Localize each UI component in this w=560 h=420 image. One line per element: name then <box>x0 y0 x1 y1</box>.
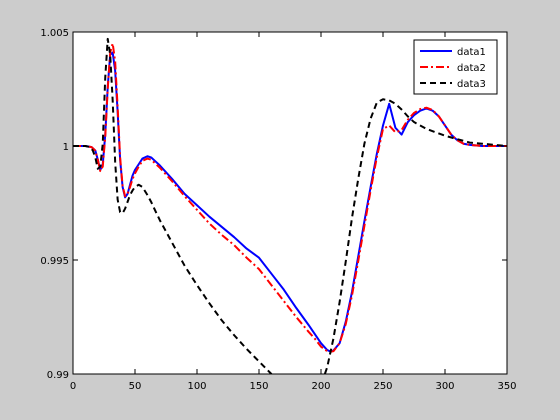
series-layer <box>73 37 507 374</box>
ticks-layer: 0 50 100 150 200 250 300 350 0.99 0.995 1 1.005 <box>40 28 516 392</box>
y-tick-label: 0.995 <box>40 256 69 267</box>
x-tick-label: 350 <box>497 381 516 392</box>
x-tick-label: 150 <box>249 381 268 392</box>
legend-label-data2: data2 <box>457 63 486 74</box>
x-tick-label: 200 <box>311 381 330 392</box>
x-tick-label: 50 <box>129 381 142 392</box>
x-tick-label: 0 <box>70 381 76 392</box>
series-line-data2 <box>73 42 507 353</box>
y-tick-label: 1 <box>63 142 69 153</box>
x-tick-label: 100 <box>187 381 206 392</box>
x-tick-label: 300 <box>435 381 454 392</box>
legend: data1 data2 data3 <box>413 39 498 95</box>
legend-label-data1: data1 <box>457 47 486 58</box>
axes-box <box>72 31 508 375</box>
legend-label-data3: data3 <box>457 79 486 90</box>
y-tick-label: 1.005 <box>40 28 69 39</box>
y-tick-label: 0.99 <box>47 370 69 381</box>
series-line-data3 <box>73 37 507 374</box>
x-tick-label: 250 <box>373 381 392 392</box>
